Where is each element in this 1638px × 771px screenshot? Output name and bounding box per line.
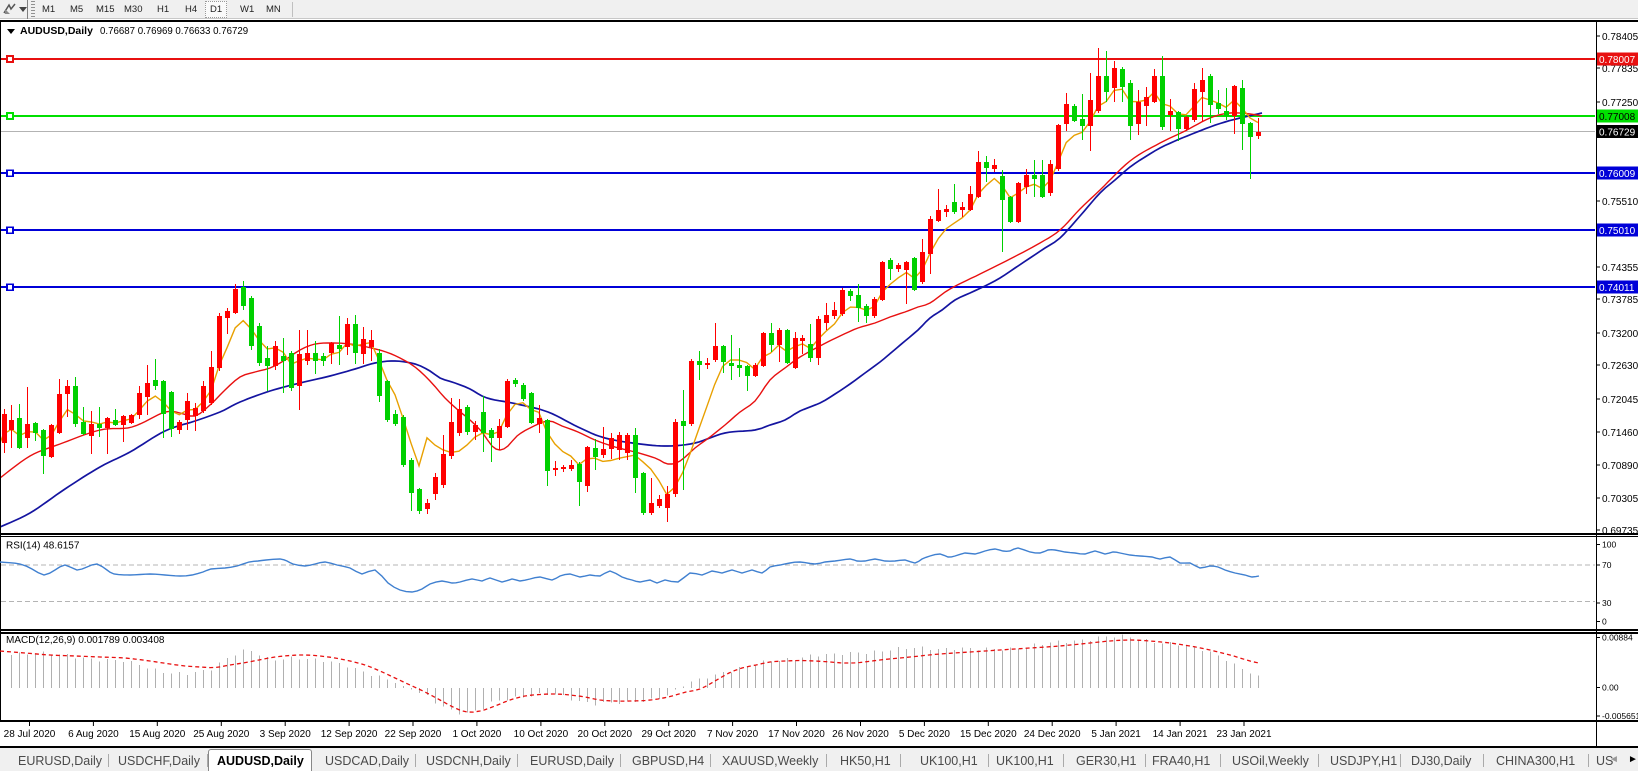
svg-text:0.71460: 0.71460 <box>1602 428 1638 439</box>
svg-text:28 Jul 2020: 28 Jul 2020 <box>4 729 56 740</box>
svg-text:MACD(12,26,9) 0.001789 0.00340: MACD(12,26,9) 0.001789 0.003408 <box>6 635 165 646</box>
svg-text:0.74011: 0.74011 <box>1599 283 1635 294</box>
svg-text:70: 70 <box>1602 560 1612 570</box>
svg-text:30: 30 <box>1602 598 1612 608</box>
svg-text:0.77250: 0.77250 <box>1602 98 1638 109</box>
svg-text:0.77008: 0.77008 <box>1599 112 1636 123</box>
svg-text:0.72630: 0.72630 <box>1602 361 1638 372</box>
svg-text:0.76009: 0.76009 <box>1599 169 1636 180</box>
svg-text:6 Aug 2020: 6 Aug 2020 <box>68 729 119 740</box>
svg-text:14 Jan 2021: 14 Jan 2021 <box>1153 729 1208 740</box>
svg-text:AUDUSD,Daily: AUDUSD,Daily <box>20 25 93 37</box>
svg-text:23 Jan 2021: 23 Jan 2021 <box>1216 729 1271 740</box>
svg-text:-0.005651: -0.005651 <box>1602 711 1638 721</box>
svg-text:20 Oct 2020: 20 Oct 2020 <box>578 729 633 740</box>
svg-text:0.72045: 0.72045 <box>1602 395 1638 406</box>
svg-text:0.77835: 0.77835 <box>1602 64 1638 75</box>
svg-text:0.00: 0.00 <box>1602 683 1619 693</box>
svg-text:26 Nov 2020: 26 Nov 2020 <box>832 729 889 740</box>
svg-text:5 Jan 2021: 5 Jan 2021 <box>1091 729 1141 740</box>
svg-text:10 Oct 2020: 10 Oct 2020 <box>514 729 569 740</box>
svg-text:5 Dec 2020: 5 Dec 2020 <box>899 729 951 740</box>
svg-text:24 Dec 2020: 24 Dec 2020 <box>1024 729 1081 740</box>
svg-text:29 Oct 2020: 29 Oct 2020 <box>641 729 696 740</box>
svg-text:15 Dec 2020: 15 Dec 2020 <box>960 729 1017 740</box>
svg-text:0.70890: 0.70890 <box>1602 461 1638 472</box>
svg-text:17 Nov 2020: 17 Nov 2020 <box>768 729 825 740</box>
svg-text:0.00884: 0.00884 <box>1602 633 1633 643</box>
svg-text:0.75010: 0.75010 <box>1599 226 1636 237</box>
svg-text:0.73200: 0.73200 <box>1602 329 1638 340</box>
svg-text:15 Aug 2020: 15 Aug 2020 <box>129 729 186 740</box>
svg-text:12 Sep 2020: 12 Sep 2020 <box>321 729 378 740</box>
svg-text:7 Nov 2020: 7 Nov 2020 <box>707 729 759 740</box>
svg-text:0: 0 <box>1602 617 1607 627</box>
svg-text:1 Oct 2020: 1 Oct 2020 <box>452 729 501 740</box>
svg-text:0.78405: 0.78405 <box>1602 32 1638 43</box>
svg-text:0.74355: 0.74355 <box>1602 263 1638 274</box>
svg-text:100: 100 <box>1602 540 1616 550</box>
svg-text:25 Aug 2020: 25 Aug 2020 <box>193 729 250 740</box>
svg-text:3 Sep 2020: 3 Sep 2020 <box>260 729 312 740</box>
svg-text:0.76729: 0.76729 <box>1599 128 1636 139</box>
svg-text:0.69735: 0.69735 <box>1602 526 1638 537</box>
svg-text:0.76687 0.76969 0.76633 0.7672: 0.76687 0.76969 0.76633 0.76729 <box>100 26 248 37</box>
svg-text:0.78007: 0.78007 <box>1599 55 1636 66</box>
svg-text:22 Sep 2020: 22 Sep 2020 <box>385 729 442 740</box>
svg-text:RSI(14) 48.6157: RSI(14) 48.6157 <box>6 541 80 552</box>
svg-text:0.75510: 0.75510 <box>1602 197 1638 208</box>
svg-text:0.73785: 0.73785 <box>1602 295 1638 306</box>
svg-text:0.70305: 0.70305 <box>1602 494 1638 505</box>
